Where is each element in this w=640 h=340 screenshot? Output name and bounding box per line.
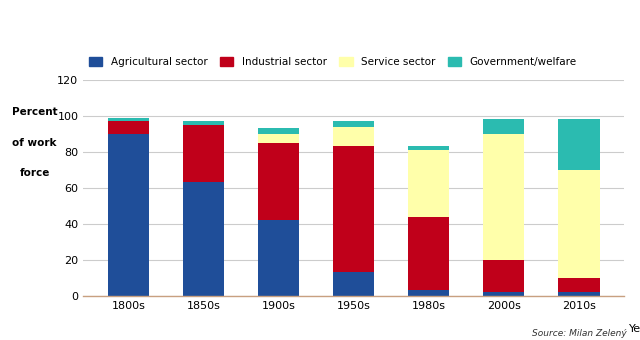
Bar: [483, 292, 524, 296]
Text: force: force: [19, 168, 50, 178]
Bar: [258, 220, 299, 296]
Bar: [558, 278, 600, 292]
Bar: [183, 183, 224, 296]
Bar: [108, 121, 149, 134]
Bar: [258, 134, 299, 143]
Bar: [558, 170, 600, 278]
Bar: [333, 127, 374, 147]
Text: of work: of work: [12, 137, 57, 148]
Bar: [333, 121, 374, 127]
Bar: [183, 121, 224, 125]
Bar: [333, 272, 374, 296]
Text: Years: Years: [629, 324, 640, 334]
Bar: [483, 134, 524, 260]
Bar: [333, 147, 374, 272]
Bar: [483, 260, 524, 292]
Text: General sectoral dynamics of the U.S. economy: General sectoral dynamics of the U.S. ec…: [8, 16, 436, 31]
Bar: [408, 217, 449, 290]
Bar: [408, 150, 449, 217]
Bar: [108, 134, 149, 296]
Bar: [108, 118, 149, 121]
Text: Percent: Percent: [12, 107, 58, 117]
Bar: [558, 119, 600, 170]
Bar: [483, 119, 524, 134]
Bar: [258, 129, 299, 134]
Bar: [258, 143, 299, 220]
Text: Source: Milan Zelený: Source: Milan Zelený: [532, 329, 627, 338]
Bar: [408, 147, 449, 150]
Bar: [408, 290, 449, 296]
Bar: [558, 292, 600, 296]
Bar: [183, 125, 224, 183]
Legend: Agricultural sector, Industrial sector, Service sector, Government/welfare: Agricultural sector, Industrial sector, …: [89, 57, 577, 67]
